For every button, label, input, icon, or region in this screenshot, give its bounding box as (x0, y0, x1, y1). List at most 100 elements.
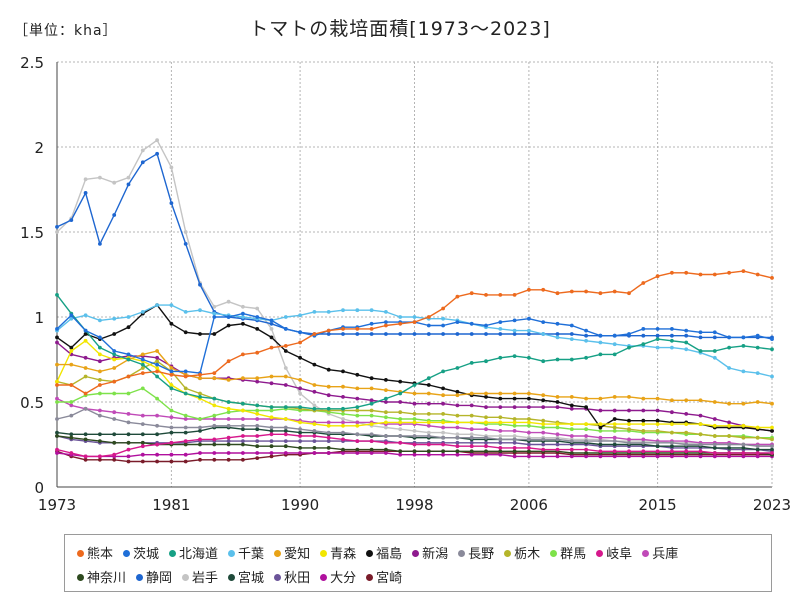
data-point (684, 449, 689, 454)
data-point (69, 383, 74, 387)
data-point (527, 391, 531, 396)
data-point (269, 425, 274, 430)
data-point (612, 422, 617, 426)
data-point (55, 225, 59, 229)
data-point (584, 439, 588, 443)
data-point (369, 401, 374, 406)
data-point (541, 442, 546, 447)
data-point (212, 442, 217, 447)
data-point (455, 435, 460, 440)
data-point (83, 437, 88, 442)
data-point (312, 403, 317, 408)
legend-row: 神奈川 静岡 岩手 宮城 秋田 大分 宮崎 (77, 567, 412, 586)
data-point (641, 429, 646, 433)
data-point (441, 386, 445, 391)
data-point (598, 422, 603, 426)
data-point (312, 389, 317, 394)
data-point (455, 425, 460, 430)
data-point (283, 451, 288, 455)
data-point (584, 396, 588, 401)
data-point (384, 378, 388, 382)
data-point (484, 440, 488, 445)
data-point (770, 444, 774, 449)
data-point (555, 335, 560, 340)
data-point (69, 349, 74, 353)
data-point (169, 425, 174, 430)
data-point (140, 160, 145, 165)
data-point (355, 408, 360, 413)
data-point (455, 444, 460, 449)
data-point (298, 439, 302, 443)
data-point (155, 452, 160, 457)
data-point (641, 333, 646, 338)
legend-item: 長野 (458, 543, 494, 562)
data-point (698, 398, 703, 403)
data-point (512, 437, 517, 442)
legend-label: 新潟 (422, 547, 449, 562)
data-point (398, 452, 403, 457)
data-point (384, 396, 388, 401)
legend-marker (136, 574, 144, 581)
data-point (598, 340, 603, 345)
data-point (126, 440, 131, 445)
data-point (369, 308, 374, 313)
data-point (469, 427, 474, 432)
data-point (569, 403, 574, 408)
data-point (670, 430, 674, 435)
legend-label: 岩手 (192, 571, 219, 586)
data-point (670, 398, 674, 403)
data-point (412, 452, 417, 457)
legend-item: 北海道 (169, 543, 218, 562)
y-tick-label: 2 (34, 139, 44, 157)
data-point (441, 316, 445, 321)
legend-item: 熊本 (77, 543, 113, 562)
data-point (212, 311, 217, 316)
data-point (241, 401, 245, 406)
data-point (441, 393, 445, 398)
data-point (641, 342, 646, 347)
data-point (441, 449, 445, 454)
data-point (112, 349, 117, 353)
data-point (498, 420, 503, 425)
legend-label: 神奈川 (87, 571, 127, 586)
data-point (770, 451, 774, 455)
data-point (312, 439, 317, 443)
data-point (670, 345, 674, 350)
data-point (426, 383, 431, 387)
data-point (512, 332, 517, 336)
data-point (441, 425, 445, 430)
data-point (226, 406, 231, 411)
data-point (541, 320, 546, 324)
data-point (627, 422, 631, 426)
y-tick-label: 1 (34, 309, 44, 327)
data-point (112, 379, 117, 384)
legend-item: 岐阜 (596, 543, 632, 562)
data-point (269, 444, 274, 449)
data-point (283, 425, 288, 430)
data-point (426, 442, 431, 447)
data-point (612, 333, 617, 338)
data-point (727, 446, 731, 450)
data-point (698, 432, 703, 437)
data-point (426, 452, 431, 457)
data-point (312, 422, 317, 426)
legend-row: 熊本 茨城 北海道 千葉 愛知 青森 福島 新潟 長野 栃木 群馬 岐阜 兵庫 (77, 543, 688, 562)
data-point (226, 451, 231, 455)
data-point (312, 362, 317, 367)
legend-marker (169, 550, 177, 557)
data-point (83, 313, 88, 318)
data-point (155, 138, 160, 143)
legend-marker (320, 550, 328, 557)
data-point (83, 332, 88, 336)
data-point (183, 310, 188, 314)
data-point (326, 451, 331, 455)
data-point (455, 413, 460, 418)
data-point (584, 289, 588, 294)
data-point (212, 332, 217, 336)
data-point (598, 333, 603, 338)
data-point (670, 454, 674, 459)
data-point (527, 332, 531, 336)
data-point (598, 408, 603, 413)
data-point (398, 434, 403, 438)
data-point (469, 403, 474, 408)
